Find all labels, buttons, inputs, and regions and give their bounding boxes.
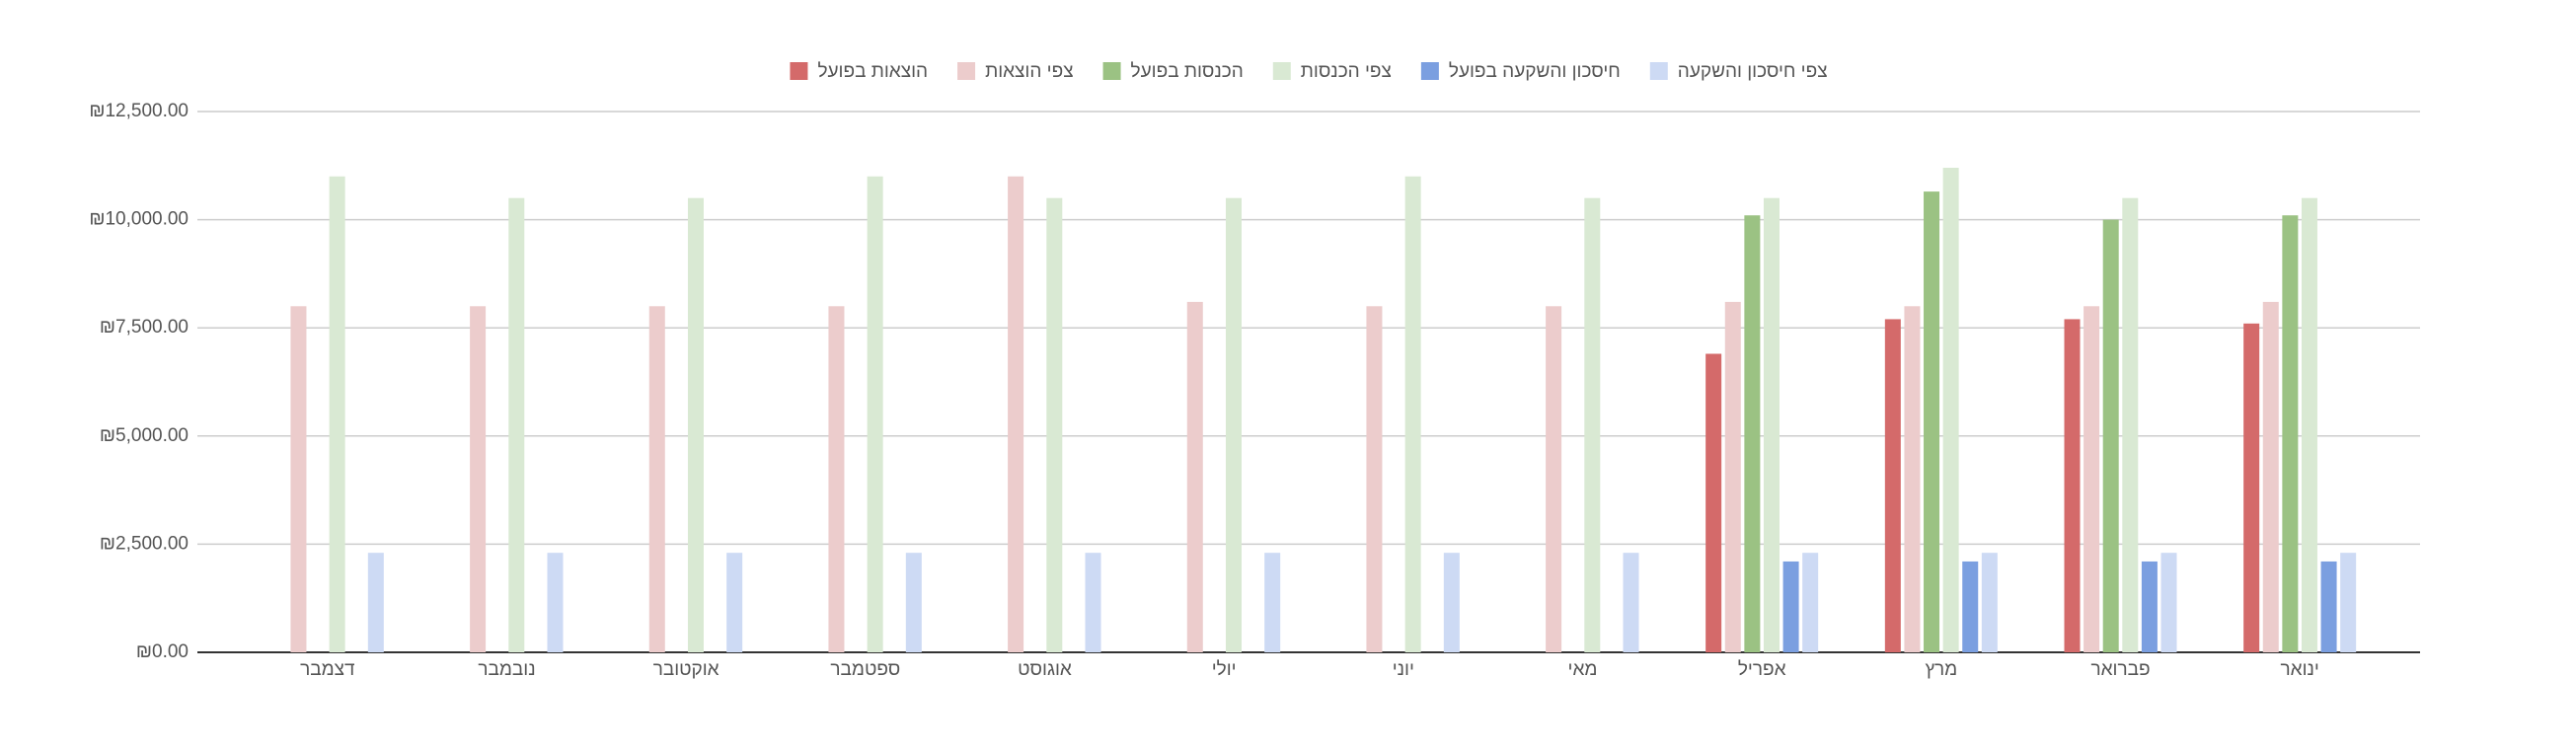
- x-tick-label: אפריל: [1738, 659, 1786, 680]
- bar: [1705, 353, 1722, 652]
- legend-label: צפי חיסכון והשקעה: [1678, 61, 1828, 82]
- legend-item: הוצאות בפועל: [790, 61, 928, 82]
- legend-label: הכנסות בפועל: [1131, 61, 1244, 82]
- legend-swatch: [1649, 62, 1668, 80]
- bar: [1008, 176, 1024, 652]
- x-tick-label: ספטמבר: [830, 659, 900, 680]
- bar: [329, 176, 345, 652]
- bar: [2122, 197, 2139, 652]
- bar: [1546, 306, 1562, 652]
- bar: [367, 553, 384, 652]
- legend-item: צפי חיסכון והשקעה: [1649, 61, 1828, 82]
- bar: [648, 306, 665, 652]
- y-tick-label: ₪0.00: [136, 641, 189, 662]
- bar: [2141, 561, 2158, 652]
- x-tick-label: נובמבר: [478, 659, 535, 680]
- bar: [2243, 323, 2260, 652]
- bar: [867, 176, 883, 652]
- bar: [1924, 191, 1940, 652]
- bar: [2064, 319, 2081, 652]
- bar: [1186, 301, 1203, 652]
- bar: [1046, 197, 1063, 652]
- legend-item: חיסכון והשקעה בפועל: [1420, 61, 1621, 82]
- bar: [1962, 561, 1979, 652]
- x-tick-label: ינואר: [2280, 659, 2318, 680]
- x-tick-label: מאי: [1568, 659, 1598, 680]
- bar: [1782, 561, 1799, 652]
- x-tick-label: אוגוסט: [1018, 659, 1072, 680]
- legend-label: צפי הכנסות: [1301, 61, 1392, 82]
- bar: [470, 306, 487, 652]
- y-tick-label: ₪12,500.00: [89, 101, 189, 121]
- y-tick-label: ₪10,000.00: [89, 209, 189, 230]
- legend-label: הוצאות בפועל: [817, 61, 928, 82]
- legend-swatch: [1420, 62, 1439, 80]
- bar: [1404, 176, 1421, 652]
- bar: [1802, 553, 1819, 652]
- x-tick-label: יולי: [1212, 659, 1237, 680]
- legend-item: צפי הוצאות: [957, 61, 1074, 82]
- legend-swatch: [1272, 62, 1291, 80]
- bar: [2102, 219, 2119, 652]
- y-tick-label: ₪2,500.00: [100, 533, 189, 554]
- bar: [2084, 306, 2100, 652]
- bar: [1366, 306, 1383, 652]
- bar: [905, 553, 922, 652]
- legend-swatch: [790, 62, 808, 80]
- y-tick-label: ₪5,000.00: [100, 425, 189, 446]
- bar: [2160, 553, 2177, 652]
- bar: [2282, 215, 2299, 652]
- bar: [1724, 301, 1741, 652]
- legend-swatch: [957, 62, 976, 80]
- bar: [2320, 561, 2337, 652]
- legend-item: הכנסות בפועל: [1102, 61, 1244, 82]
- legend-item: צפי הכנסות: [1272, 61, 1392, 82]
- x-tick-label: מרץ: [1925, 659, 1957, 680]
- bar: [1884, 319, 1901, 652]
- bar: [828, 306, 845, 652]
- bar: [1085, 553, 1101, 652]
- bar: [1744, 215, 1761, 652]
- bar: [1763, 197, 1780, 652]
- bar: [2340, 553, 2357, 652]
- legend: הוצאות בפועל צפי הוצאות הכנסות בפועל צפי הכ…: [790, 61, 1828, 82]
- bar: [1942, 167, 1959, 652]
- x-tick-label: אוקטובר: [653, 659, 720, 680]
- x-tick-label: דצמבר: [300, 659, 355, 680]
- bar: [508, 197, 525, 652]
- bar: [1623, 553, 1639, 652]
- legend-label: חיסכון והשקעה בפועל: [1449, 61, 1621, 82]
- bar: [1225, 197, 1242, 652]
- bar: [2262, 301, 2279, 652]
- bar: [726, 553, 743, 652]
- bar: [1904, 306, 1921, 652]
- y-tick-label: ₪7,500.00: [100, 317, 189, 338]
- x-tick-label: פברואר: [2090, 659, 2150, 680]
- bar: [2301, 197, 2317, 652]
- bar: [687, 197, 704, 652]
- bar: [290, 306, 307, 652]
- bar: [1981, 553, 1998, 652]
- x-tick-label: יוני: [1393, 659, 1414, 680]
- legend-swatch: [1102, 62, 1121, 80]
- bar: [1584, 197, 1601, 652]
- bar: [1443, 553, 1460, 652]
- bar: [1264, 553, 1281, 652]
- bar: [547, 553, 564, 652]
- legend-label: צפי הוצאות: [985, 61, 1073, 82]
